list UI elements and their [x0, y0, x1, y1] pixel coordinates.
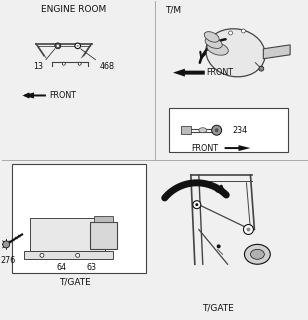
Circle shape [243, 225, 253, 235]
Text: ENGINE ROOM: ENGINE ROOM [41, 5, 106, 14]
Bar [90, 221, 117, 249]
Text: 468: 468 [99, 62, 115, 71]
Circle shape [229, 31, 233, 35]
Circle shape [193, 201, 201, 209]
Text: 64: 64 [57, 263, 67, 272]
Bar [30, 218, 105, 251]
Ellipse shape [250, 249, 264, 259]
Circle shape [77, 45, 79, 47]
Ellipse shape [207, 43, 228, 55]
Text: 276: 276 [1, 256, 16, 265]
Polygon shape [22, 92, 46, 99]
Circle shape [76, 253, 80, 257]
Text: T/M: T/M [165, 5, 181, 14]
Bar [94, 216, 113, 221]
Text: FRONT: FRONT [49, 91, 76, 100]
Circle shape [55, 43, 61, 49]
Circle shape [57, 45, 59, 47]
Circle shape [215, 128, 219, 132]
Ellipse shape [199, 128, 207, 133]
Text: T/GATE: T/GATE [202, 304, 233, 313]
Bar [12, 164, 146, 273]
Circle shape [241, 29, 245, 33]
Bar [24, 251, 113, 259]
Ellipse shape [206, 29, 265, 77]
Circle shape [212, 125, 222, 135]
Bar [169, 108, 288, 152]
Ellipse shape [204, 32, 219, 42]
Circle shape [217, 244, 221, 248]
Polygon shape [263, 45, 290, 59]
Ellipse shape [205, 37, 222, 48]
Circle shape [3, 241, 10, 248]
Text: 63: 63 [87, 263, 97, 272]
Text: 234: 234 [233, 126, 248, 135]
Text: FRONT: FRONT [192, 144, 219, 153]
Circle shape [75, 43, 80, 49]
Polygon shape [225, 145, 250, 151]
Text: T/GATE: T/GATE [59, 277, 91, 286]
Circle shape [78, 62, 81, 65]
Bar [181, 126, 191, 134]
Circle shape [62, 62, 65, 65]
Ellipse shape [245, 244, 270, 264]
Text: FRONT: FRONT [207, 68, 234, 77]
Circle shape [259, 66, 264, 71]
Circle shape [246, 228, 250, 231]
Circle shape [195, 203, 198, 206]
Text: 13: 13 [33, 62, 43, 71]
Circle shape [40, 253, 44, 257]
Polygon shape [173, 69, 205, 76]
